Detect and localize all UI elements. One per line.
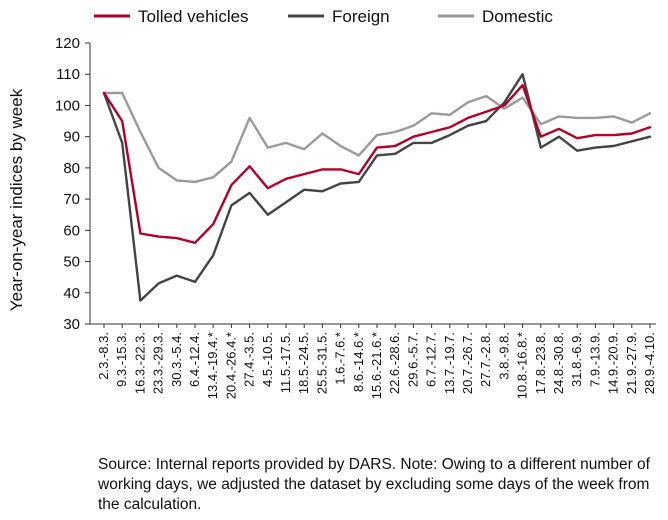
- x-axis: 2.3.-8.3. 9.3.-15.3. 16.3.-22.3. 23.3.-29.3…: [90, 323, 657, 399]
- line-chart: Tolled vehicles Foreign Domestic 30 40 50 60 7…: [7, 7, 657, 399]
- x-tick-label: 24.8.-30.8.: [551, 332, 566, 394]
- x-tick-label: 7.9.-13.9.: [587, 332, 602, 387]
- x-tick-label: 15.6.-21.6.*: [369, 332, 384, 399]
- x-tick-label: 28.9.-4.10.: [642, 332, 657, 394]
- y-axis-label: Year-on-year indices by week: [7, 88, 26, 311]
- plot-lines: [102, 72, 652, 302]
- legend-item-tolled-vehicles: Tolled vehicles: [94, 7, 249, 26]
- source-note: Source: Internal reports provided by DAR…: [98, 456, 650, 513]
- x-tick-label: 30.3.-5.4.: [169, 332, 184, 387]
- x-tick-label: 13.7.-19.7.: [442, 332, 457, 394]
- series-line-foreign: [102, 72, 652, 302]
- x-tick-label: 14.9.-20.9.: [606, 332, 621, 394]
- x-tick-label: 6.4.-12.4.: [187, 332, 202, 387]
- x-tick-label: 22.6.-28.6.: [387, 332, 402, 394]
- x-tick-label: 9.3.-15.3.: [114, 332, 129, 387]
- x-tick-label: 6.7.-12.7.: [424, 332, 439, 387]
- series-line-tolled-vehicles: [102, 83, 652, 245]
- x-tick-label: 10.8.-16.8.*: [515, 332, 530, 399]
- x-tick-label: 11.5.-17.5.: [278, 332, 293, 393]
- series-line-domestic: [102, 91, 652, 184]
- y-tick-label: 50: [63, 254, 80, 271]
- legend-label: Domestic: [482, 7, 553, 26]
- y-tick-label: 80: [63, 160, 80, 177]
- x-tick-label: 2.3.-8.3.: [96, 332, 111, 380]
- x-tick-label: 17.8.-23.8.: [533, 332, 548, 394]
- x-tick-label: 20.7.-26.7.: [460, 332, 475, 394]
- x-tick-label: 21.9.-27.9.: [624, 332, 639, 394]
- x-tick-label: 3.8.-9.8.: [496, 332, 511, 380]
- x-tick-label: 1.6.-7.6.*: [333, 332, 348, 385]
- y-tick-label: 60: [63, 222, 80, 239]
- y-tick-label: 30: [63, 316, 80, 333]
- x-tick-label: 25.5.-31.5.: [314, 332, 329, 394]
- y-tick-label: 110: [56, 66, 80, 83]
- x-tick-label: 23.3.-29.3.: [151, 332, 166, 394]
- y-tick-label: 90: [63, 129, 80, 146]
- x-tick-label: 20.4.-26.4.*: [223, 332, 238, 399]
- y-tick-label: 120: [55, 35, 80, 52]
- x-tick-label: 27.4.-3.5.: [242, 332, 257, 387]
- y-tick-label: 40: [63, 285, 80, 302]
- legend-label: Tolled vehicles: [138, 7, 249, 26]
- legend-item-foreign: Foreign: [288, 7, 390, 26]
- legend-item-domestic: Domestic: [438, 7, 553, 26]
- x-tick-label: 16.3.-22.3.: [132, 332, 147, 394]
- y-axis: 30 40 50 60 70 80 90 100 110 120: [55, 35, 91, 333]
- x-tick-label: 4.5.-10.5.: [260, 332, 275, 387]
- legend-label: Foreign: [332, 7, 390, 26]
- y-tick-label: 100: [55, 97, 80, 114]
- y-tick-label: 70: [63, 191, 80, 208]
- x-tick-label: 8.6.-14.6.*: [351, 332, 366, 392]
- x-tick-label: 29.6.-5.7.: [405, 332, 420, 387]
- x-tick-label: 31.8.-6.9.: [569, 332, 584, 387]
- x-tick-label: 13.4.-19.4.*: [205, 332, 220, 399]
- x-tick-label: 18.5.-24.5.: [296, 332, 311, 394]
- x-tick-label: 27.7.-2.8.: [478, 332, 493, 387]
- legend: Tolled vehicles Foreign Domestic: [94, 7, 553, 26]
